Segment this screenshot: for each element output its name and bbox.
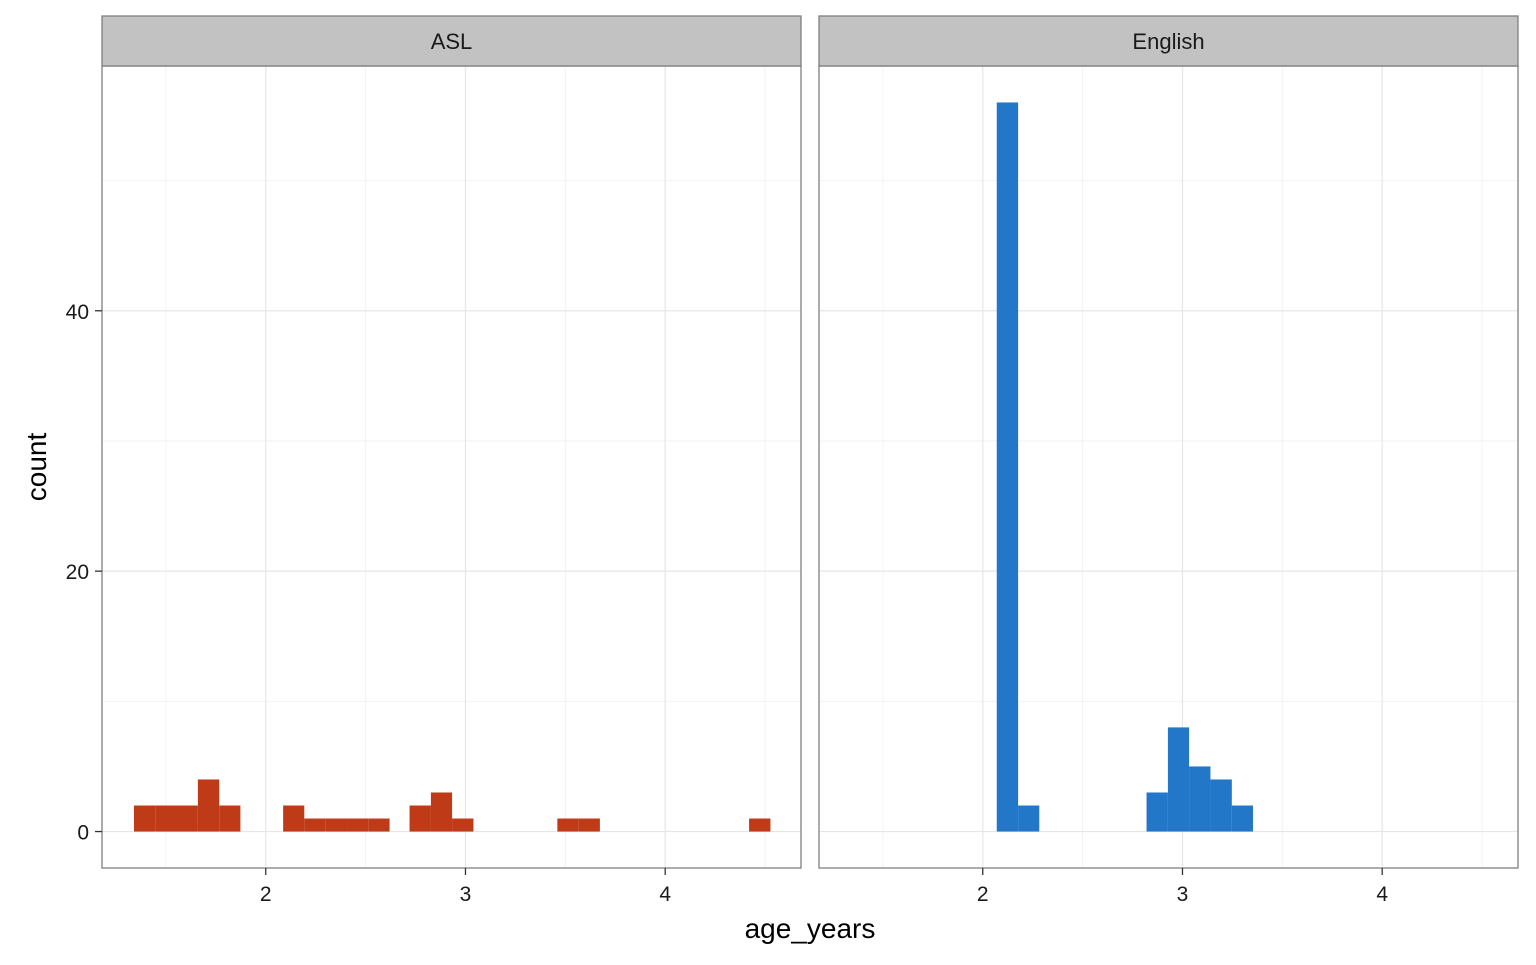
histogram-bar-asl-6: [304, 818, 326, 832]
histogram-bar-english-1: [1018, 805, 1040, 832]
histogram-bar-asl-8: [347, 818, 369, 832]
histogram-bar-english-0: [996, 102, 1019, 832]
facet-strip-0: [101, 15, 802, 67]
histogram-bar-english-2: [1146, 792, 1168, 832]
facet-strip-label: ASL: [431, 29, 473, 54]
x-tick-label: 4: [1376, 883, 1388, 906]
histogram-bar-asl-5: [283, 805, 305, 832]
y-tick-label: 0: [77, 822, 89, 845]
histogram-bar-asl-15: [749, 818, 771, 832]
histogram-bar-english-4: [1189, 766, 1211, 832]
x-tick-label: 2: [977, 883, 989, 906]
histogram-bar-asl-2: [176, 805, 198, 832]
y-tick-label: 20: [66, 561, 89, 584]
x-tick-label: 2: [260, 883, 272, 906]
x-tick-label: 4: [659, 883, 671, 906]
histogram-bar-english-3: [1167, 727, 1190, 832]
histogram-bar-asl-9: [368, 818, 390, 832]
histogram-bar-asl-14: [578, 818, 600, 832]
histogram-bar-asl-0: [133, 805, 156, 832]
histogram-bar-english-5: [1210, 779, 1232, 832]
facet-strip-1: [818, 15, 1519, 67]
panel-background-0: [102, 66, 801, 868]
facet-strip-label: English: [1132, 29, 1204, 54]
histogram-bar-asl-1: [155, 805, 177, 832]
histogram-bar-asl-10: [409, 805, 431, 832]
histogram-bar-asl-13: [557, 818, 579, 832]
histogram-bar-asl-12: [452, 818, 474, 832]
histogram-bar-asl-11: [430, 792, 453, 832]
y-tick-label: 40: [66, 301, 89, 324]
histogram-bar-asl-3: [197, 779, 220, 832]
histogram-bar-asl-7: [325, 818, 348, 832]
histogram-bar-english-6: [1231, 805, 1253, 832]
y-axis-title: count: [21, 433, 52, 502]
x-tick-label: 3: [1177, 883, 1189, 906]
histogram-bar-asl-4: [219, 805, 241, 832]
x-axis-title: age_years: [745, 913, 876, 944]
x-tick-label: 3: [460, 883, 472, 906]
